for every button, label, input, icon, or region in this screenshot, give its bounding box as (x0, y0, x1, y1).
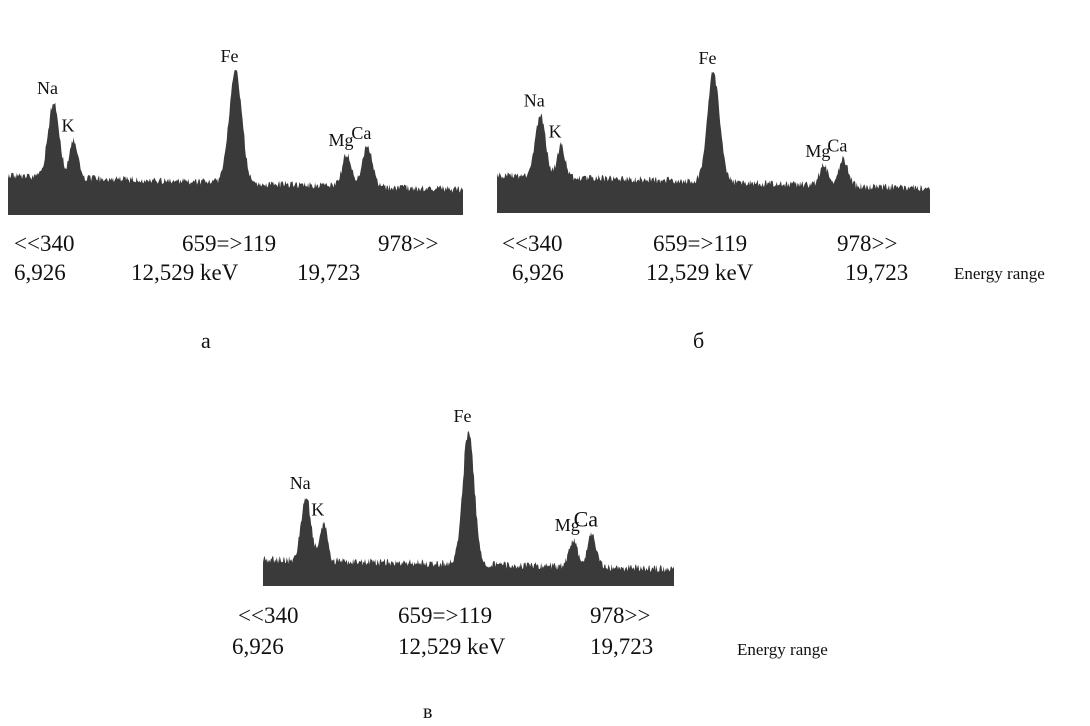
spectrum-panel-b: Na K Fe Mg Ca (497, 42, 930, 213)
x-tick-top-mid: 659=>119 (398, 603, 493, 628)
x-tick-top-right: 978>> (378, 231, 439, 256)
spectrum-area (497, 72, 930, 213)
x-tick-top-mid: 659=>119 (182, 231, 277, 256)
x-tick-top-left: <<340 (238, 603, 299, 628)
spectrum-panel-c: Na K Fe Mg Ca (263, 400, 674, 586)
peak-label-ca: Ca (827, 135, 847, 155)
panel-label-a: а (201, 328, 211, 353)
x-tick-bottom-left: 6,926 (14, 260, 66, 285)
peak-label-ca: Ca (574, 507, 599, 532)
peak-label-fe: Fe (699, 48, 717, 68)
x-tick-bottom-mid: 12,529 keV (131, 260, 239, 285)
peak-label-k: K (549, 121, 562, 141)
peak-label-mg: Mg (805, 141, 830, 161)
spectrum-area (8, 70, 463, 215)
peak-label-fe: Fe (221, 46, 239, 66)
x-tick-bottom-left: 6,926 (232, 634, 284, 659)
x-tick-top-left: <<340 (14, 231, 75, 256)
peak-label-k: K (311, 500, 324, 520)
x-tick-bottom-right: 19,723 (590, 634, 654, 659)
peak-label-mg: Mg (555, 515, 580, 535)
spectrum-panel-a: Na K Fe Mg Ca (8, 40, 463, 215)
x-tick-bottom-mid: 12,529 keV (398, 634, 506, 659)
energy-range-label: Energy range (954, 264, 1045, 283)
x-tick-bottom-right: 19,723 (297, 260, 361, 285)
x-tick-top-left: <<340 (502, 231, 563, 256)
peak-label-na: Na (290, 473, 311, 493)
spectrum-area (263, 430, 674, 586)
x-tick-bottom-mid: 12,529 keV (646, 260, 754, 285)
panel-label-c: в (423, 701, 433, 723)
peak-label-na: Na (37, 78, 58, 98)
energy-range-label: Energy range (737, 640, 828, 659)
peak-label-ca: Ca (351, 123, 371, 143)
x-tick-bottom-right: 19,723 (845, 260, 909, 285)
peak-label-fe: Fe (454, 406, 472, 426)
peak-label-mg: Mg (328, 130, 353, 150)
x-tick-bottom-left: 6,926 (512, 260, 564, 285)
x-tick-top-mid: 659=>119 (653, 231, 748, 256)
x-tick-top-right: 978>> (837, 231, 898, 256)
x-tick-top-right: 978>> (590, 603, 651, 628)
peak-label-na: Na (524, 90, 545, 110)
peak-label-k: K (62, 116, 75, 136)
panel-label-b: б (693, 328, 705, 353)
